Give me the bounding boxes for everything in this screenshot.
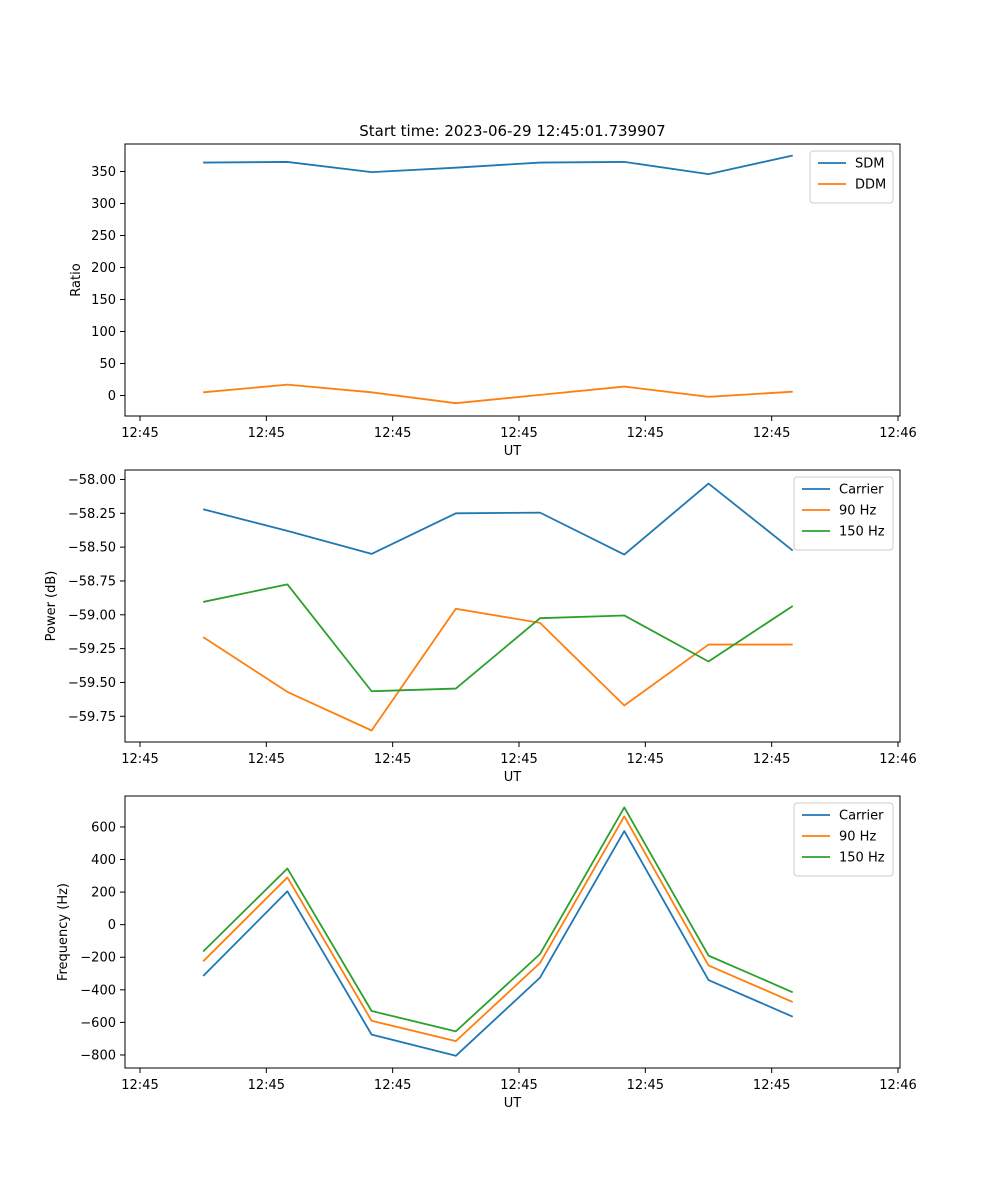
legend-label: 90 Hz bbox=[839, 504, 876, 519]
y-tick-label: −58.25 bbox=[68, 507, 116, 522]
y-tick-label: 600 bbox=[91, 820, 116, 835]
y-tick-label: −59.25 bbox=[68, 642, 116, 657]
x-tick-label: 12:45 bbox=[374, 752, 411, 767]
y-tick-label: −59.00 bbox=[68, 608, 116, 623]
legend-label: 90 Hz bbox=[839, 830, 876, 845]
x-axis-label: UT bbox=[504, 770, 522, 785]
y-tick-label: −59.50 bbox=[68, 676, 116, 691]
y-tick-label: 200 bbox=[91, 261, 116, 276]
y-tick-label: −58.50 bbox=[68, 541, 116, 556]
legend bbox=[809, 150, 894, 204]
x-tick-label: 12:45 bbox=[500, 1078, 537, 1093]
y-tick-label: 200 bbox=[91, 886, 116, 901]
x-tick-label: 12:46 bbox=[879, 752, 916, 767]
x-axis-label: UT bbox=[504, 1096, 522, 1111]
x-tick-label: 12:45 bbox=[500, 426, 537, 441]
series-line-carrier bbox=[202, 482, 794, 556]
legend-label: 150 Hz bbox=[839, 851, 885, 866]
series-line-150-hz bbox=[202, 583, 794, 693]
series-line-carrier bbox=[202, 830, 794, 1057]
x-tick-label: 12:45 bbox=[248, 752, 285, 767]
y-tick-label: −58.00 bbox=[68, 473, 116, 488]
axes-frame bbox=[124, 143, 901, 417]
legend-label: 150 Hz bbox=[839, 525, 885, 540]
legend-label: Carrier bbox=[839, 483, 884, 498]
series-line-ddm bbox=[203, 383, 793, 405]
y-tick-label: 300 bbox=[91, 197, 116, 212]
legend-label: Carrier bbox=[839, 809, 884, 824]
x-tick-label: 12:45 bbox=[374, 1078, 411, 1093]
y-axis-label: Power (dB) bbox=[44, 571, 59, 642]
x-tick-label: 12:45 bbox=[248, 426, 285, 441]
y-tick-label: 100 bbox=[91, 325, 116, 340]
y-tick-label: 0 bbox=[108, 918, 116, 933]
power-panel: 12:45 12:45 12:45 12:45 12:45 12:45 12:46 UT −59… bbox=[44, 469, 917, 785]
legend-label: SDM bbox=[855, 157, 884, 172]
x-tick-label: 12:45 bbox=[627, 426, 664, 441]
chart-title: Start time: 2023-06-29 12:45:01.739907 bbox=[359, 122, 665, 140]
series-line-90-hz bbox=[202, 607, 793, 732]
axes-frame bbox=[124, 795, 901, 1069]
legend-label: DDM bbox=[855, 178, 886, 193]
x-axis-label: UT bbox=[504, 444, 522, 459]
frequency-panel: 12:45 12:45 12:45 12:45 12:45 12:45 12:46 UT −80… bbox=[56, 795, 917, 1111]
y-tick-label: 350 bbox=[91, 165, 116, 180]
ratio-panel: 12:45 12:45 12:45 12:45 12:45 12:45 12:46 UT 0 50… bbox=[69, 143, 917, 459]
y-tick-label: −400 bbox=[80, 983, 116, 998]
x-tick-label: 12:45 bbox=[753, 1078, 790, 1093]
x-tick-label: 12:45 bbox=[627, 752, 664, 767]
y-tick-label: −200 bbox=[80, 951, 116, 966]
x-tick-label: 12:46 bbox=[879, 426, 916, 441]
y-tick-label: −800 bbox=[80, 1048, 116, 1063]
series-line-150-hz bbox=[202, 806, 794, 1033]
y-tick-label: 400 bbox=[91, 853, 116, 868]
series-line-90-hz bbox=[202, 815, 794, 1043]
y-axis-label: Frequency (Hz) bbox=[56, 883, 71, 981]
x-tick-label: 12:45 bbox=[500, 752, 537, 767]
x-tick-label: 12:45 bbox=[753, 426, 790, 441]
x-tick-label: 12:45 bbox=[121, 1078, 158, 1093]
x-tick-label: 12:45 bbox=[627, 1078, 664, 1093]
x-tick-label: 12:45 bbox=[121, 426, 158, 441]
x-tick-label: 12:45 bbox=[248, 1078, 285, 1093]
y-tick-label: 50 bbox=[99, 357, 116, 372]
x-tick-label: 12:45 bbox=[121, 752, 158, 767]
axes-frame bbox=[124, 469, 901, 743]
y-tick-label: −59.75 bbox=[68, 710, 116, 725]
y-tick-label: −58.75 bbox=[68, 574, 116, 589]
y-axis-label: Ratio bbox=[69, 263, 84, 296]
y-tick-label: −600 bbox=[80, 1016, 116, 1031]
y-tick-label: 250 bbox=[91, 229, 116, 244]
x-tick-label: 12:45 bbox=[374, 426, 411, 441]
x-tick-label: 12:46 bbox=[879, 1078, 916, 1093]
series-line-sdm bbox=[203, 154, 793, 175]
y-tick-label: 0 bbox=[108, 389, 116, 404]
y-tick-label: 150 bbox=[91, 293, 116, 308]
x-tick-label: 12:45 bbox=[753, 752, 790, 767]
